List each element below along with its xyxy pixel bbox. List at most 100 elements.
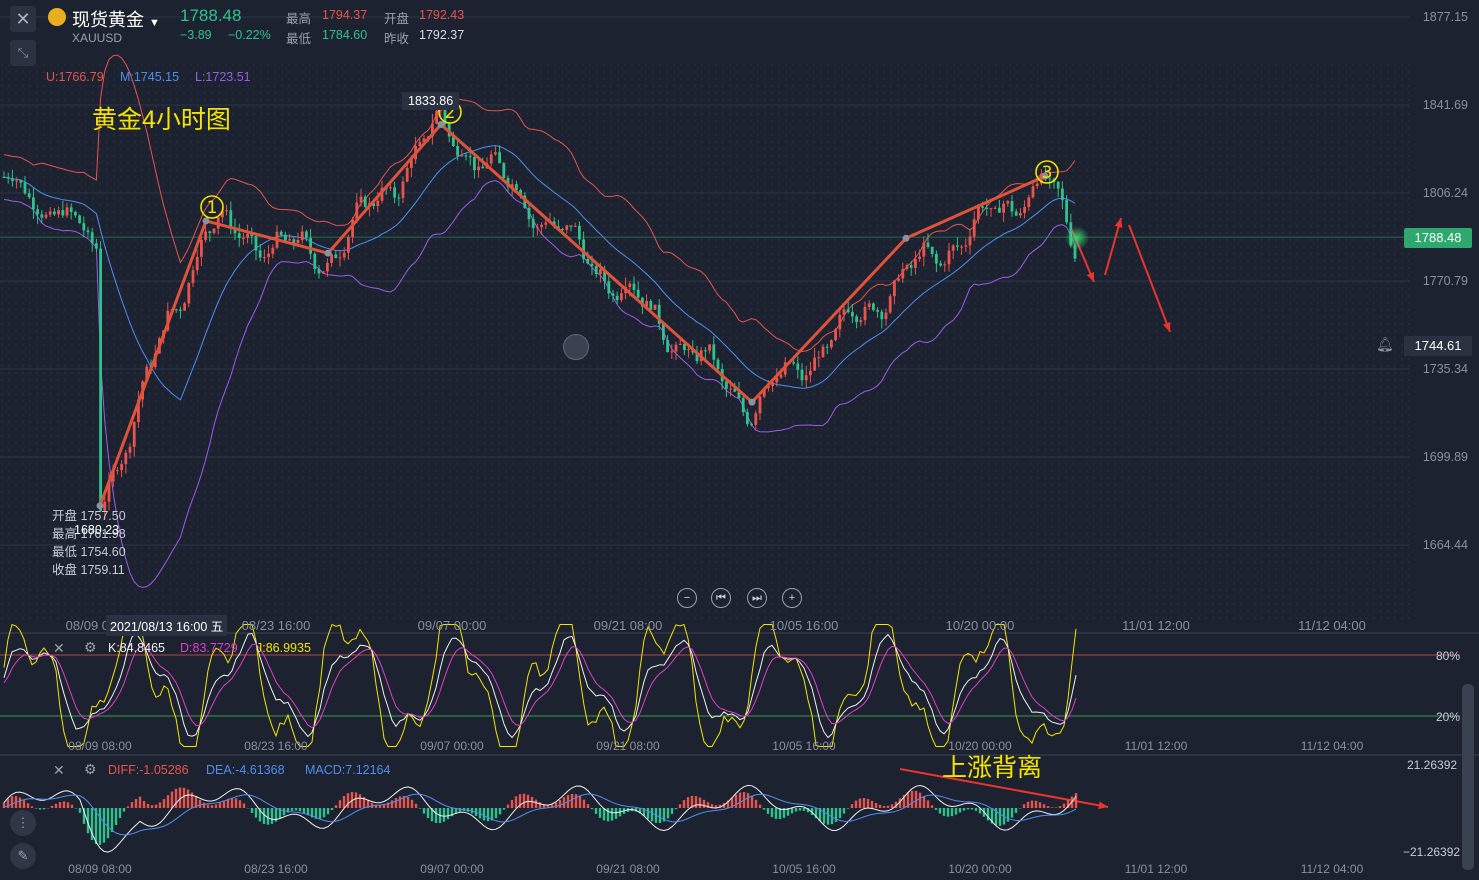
macd-histogram-bar [994,808,998,826]
candle-body [271,247,275,254]
candle-body [901,268,905,279]
candle-body [855,316,858,323]
scroll-end-button[interactable]: ⏭︎ [747,588,767,608]
candle-body [956,245,959,247]
vertical-scrollbar[interactable] [1462,684,1474,870]
macd-histogram-bar [714,805,718,808]
macd-histogram-bar [442,808,446,822]
candle-body [620,293,623,301]
candle-body [1019,212,1022,216]
macd-value-label: MACD:7.12164 [305,763,391,777]
macd-histogram-bar [570,793,574,808]
macd-histogram-bar [594,808,598,814]
kdj-settings-icon[interactable]: ⚙︎ [84,639,97,655]
candle-body [510,184,514,187]
macd-histogram-bar [906,792,910,808]
candle-body [53,211,56,215]
low-value: 1784.60 [322,28,368,42]
kdj-level-20: 20% [1436,710,1461,724]
collapse-button[interactable]: ⤡ [10,40,36,66]
candle-body [452,136,455,147]
candle-body [40,214,44,218]
candle-body [527,207,531,220]
macd-histogram-bar [342,796,346,808]
candle-body [926,242,930,247]
candle-body [65,207,69,216]
dropdown-caret-icon: ▼ [149,17,160,29]
candle-body [338,257,342,259]
time-tick-label: 09/07 00:00 [420,862,484,876]
candle-body [263,257,266,259]
macd-histogram-bar [286,808,290,813]
candle-body [498,152,501,164]
macd-histogram-bar [538,802,542,808]
macd-histogram-bar [834,808,838,822]
candle-body [330,254,333,263]
candle-body [237,233,241,238]
macd-histogram-bar [666,808,670,819]
candle-body [405,167,409,182]
macd-histogram-bar [58,802,62,808]
macd-histogram-bar [686,797,690,808]
candle-body [380,187,384,201]
open-label: 开盘 [384,12,410,26]
zoom-in-button[interactable]: + [782,588,802,608]
wave-marker-number: 3 [1042,163,1053,183]
macd-histogram-bar [262,808,266,824]
instrument-name[interactable]: 现货黄金 ▼ [72,10,160,30]
macd-histogram-bar [414,803,418,808]
candle-body [78,215,81,224]
kdj-d-line [3,643,1077,729]
candle-body [632,283,636,290]
macd-histogram-bar [862,798,866,808]
candle-body [23,182,27,194]
candle-body [825,346,829,348]
high-label: 最高 [286,12,312,26]
macd-histogram-bar [510,799,514,808]
candle-body [737,391,741,399]
macd-histogram-bar [334,805,338,808]
candle-body [195,256,199,271]
candle-body [305,231,308,238]
macd-close-icon[interactable]: ✕ [53,762,65,778]
time-tick-label: 11/12 04:00 [1298,618,1366,633]
candle-body [981,206,984,208]
candle-body [762,388,766,397]
candle-body [69,207,73,212]
macd-histogram-bar [734,794,738,808]
candle-body [666,340,669,353]
zoom-out-button[interactable]: − [677,588,697,608]
kdj-close-icon[interactable]: ✕ [53,640,65,656]
drawing-tools-button[interactable]: ⋮ [10,810,36,836]
candle-body [683,343,686,350]
macd-histogram-bar [886,805,890,808]
macd-histogram-bar [690,795,694,808]
macd-histogram-bar [1010,808,1014,818]
high-point-label: 1833.86 [402,92,460,110]
close-button[interactable]: ✕ [10,6,36,32]
macd-histogram-bar [178,787,182,808]
macd-histogram-bar [394,797,398,808]
macd-histogram-bar [922,795,926,808]
scroll-start-button[interactable]: ⏮︎ [711,588,731,608]
candle-body [876,309,879,312]
candle-body [359,196,363,203]
candle-body [174,309,178,311]
pen-tool-button[interactable]: ✎ [10,843,36,869]
macd-settings-icon[interactable]: ⚙︎ [84,761,97,777]
macd-histogram-bar [730,797,734,808]
divergence-label: 上涨背离 [942,754,1043,782]
macd-histogram-bar [710,804,714,808]
crosshair-toggle-button[interactable] [563,334,589,360]
macd-histogram-bar [166,795,170,808]
alert-price-tag[interactable]: 1744.61 [1404,336,1472,356]
bell-icon[interactable]: 🔔︎ [1376,336,1394,352]
price-tick-label: 1877.15 [1423,10,1468,24]
kdj-d-label: D:83.7729 [180,641,238,655]
price-tick-label: 1699.89 [1423,450,1468,464]
candle-body [809,370,812,376]
macd-histogram-bar [966,808,970,810]
macd-histogram-bar [890,804,894,808]
dots-icon: ⋮ [16,815,30,830]
